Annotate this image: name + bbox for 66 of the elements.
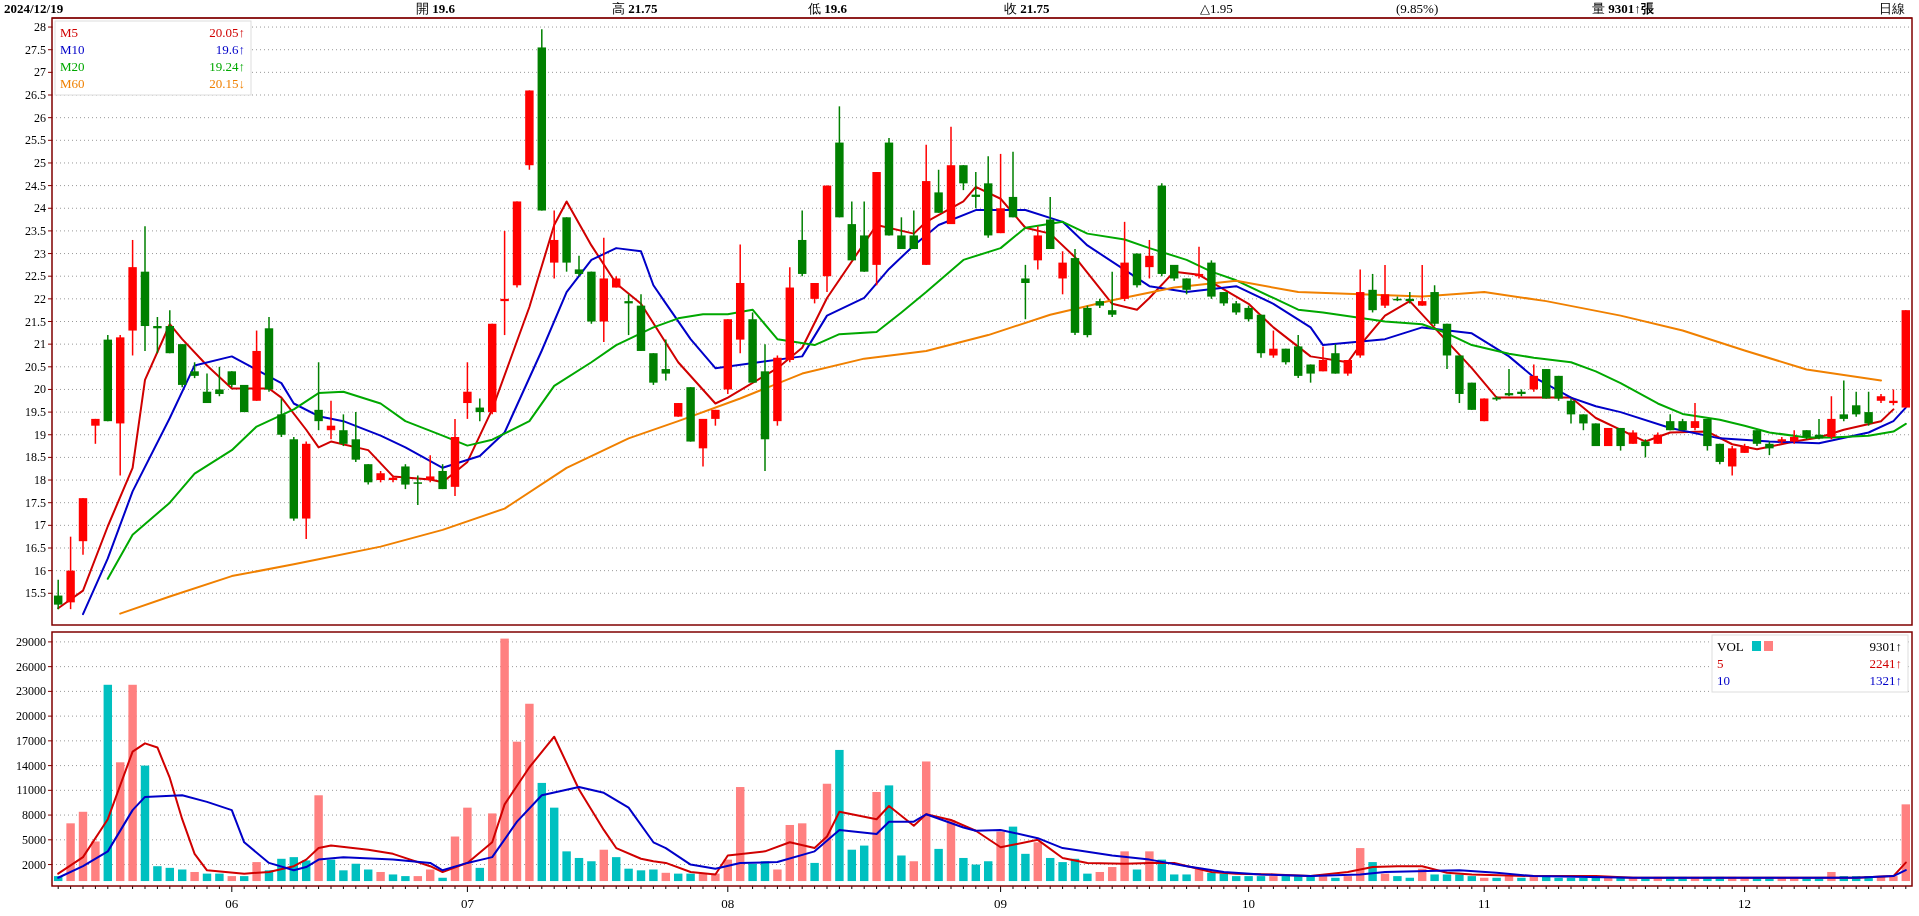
x-tick-label: 08 bbox=[721, 896, 735, 911]
y-tick-label: 21.5 bbox=[25, 314, 46, 329]
annotation: 1321↑ bbox=[1869, 673, 1902, 688]
y-tick-label: 27.5 bbox=[25, 42, 46, 57]
y-tick-label: 8000 bbox=[22, 808, 46, 823]
annotation: 9301↑ bbox=[1869, 639, 1902, 654]
y-tick-label: 11000 bbox=[16, 783, 46, 798]
text: (9.85%) bbox=[1396, 1, 1439, 16]
annotation: 20.05↑ bbox=[209, 25, 245, 40]
y-tick-label: 14000 bbox=[16, 758, 46, 773]
y-tick-label: 25.5 bbox=[25, 133, 46, 148]
y-tick-label: 26 bbox=[34, 110, 46, 125]
y-tick-label: 18 bbox=[34, 473, 46, 488]
text: 2024/12/19 bbox=[4, 1, 64, 16]
y-tick-label: 23000 bbox=[16, 684, 46, 699]
text: M60 bbox=[60, 76, 85, 91]
x-tick-label: 06 bbox=[225, 896, 239, 911]
annotation: 2241↑ bbox=[1869, 656, 1902, 671]
text: 收 21.75 bbox=[1004, 1, 1050, 16]
y-tick-label: 5000 bbox=[22, 832, 46, 847]
y-tick-label: 21 bbox=[34, 337, 46, 352]
x-tick-label: 12 bbox=[1738, 896, 1752, 911]
y-tick-label: 26000 bbox=[16, 659, 46, 674]
text: M10 bbox=[60, 42, 85, 57]
y-tick-label: 28 bbox=[34, 20, 46, 35]
y-tick-label: 19 bbox=[34, 427, 46, 442]
x-tick-label: 11 bbox=[1477, 896, 1491, 911]
text: M5 bbox=[60, 25, 79, 40]
y-tick-label: 18.5 bbox=[25, 450, 46, 465]
y-tick-label: 24 bbox=[34, 201, 46, 216]
text: 高 21.75 bbox=[612, 1, 658, 16]
y-tick-label: 17 bbox=[34, 518, 46, 533]
y-tick-label: 17.5 bbox=[25, 495, 46, 510]
annotation: 19.6↑ bbox=[215, 42, 245, 57]
text: 日線 bbox=[1879, 1, 1905, 16]
x-tick-label: 07 bbox=[460, 896, 475, 911]
y-tick-label: 29000 bbox=[16, 634, 46, 649]
y-tick-label: 2000 bbox=[22, 857, 46, 872]
y-tick-label: 16 bbox=[34, 563, 46, 578]
y-tick-label: 26.5 bbox=[25, 88, 46, 103]
text: 5 bbox=[1717, 656, 1724, 671]
text: 量 9301↑張 bbox=[1592, 1, 1655, 16]
y-tick-label: 22.5 bbox=[25, 269, 46, 284]
y-tick-label: 23.5 bbox=[25, 223, 46, 238]
annotation: 20.15↓ bbox=[209, 76, 245, 91]
y-tick-label: 15.5 bbox=[25, 586, 46, 601]
y-tick-label: 20.5 bbox=[25, 359, 46, 374]
y-tick-label: 27 bbox=[34, 65, 46, 80]
y-tick-label: 16.5 bbox=[25, 540, 46, 555]
y-tick-label: 19.5 bbox=[25, 405, 46, 420]
text: 開 19.6 bbox=[416, 1, 456, 16]
annotation: 19.24↑ bbox=[209, 59, 245, 74]
y-tick-label: 25 bbox=[34, 155, 46, 170]
y-tick-label: 23 bbox=[34, 246, 46, 261]
y-tick-label: 17000 bbox=[16, 733, 46, 748]
y-tick-label: 20 bbox=[34, 382, 46, 397]
text: M20 bbox=[60, 59, 85, 74]
text: 低 19.6 bbox=[808, 1, 848, 16]
y-tick-label: 20000 bbox=[16, 709, 46, 724]
y-tick-label: 24.5 bbox=[25, 178, 46, 193]
x-tick-label: 10 bbox=[1242, 896, 1256, 911]
text: 10 bbox=[1717, 673, 1730, 688]
x-tick-label: 09 bbox=[994, 896, 1008, 911]
legend-label: VOL bbox=[1717, 639, 1744, 654]
text: △1.95 bbox=[1200, 1, 1233, 16]
y-tick-label: 22 bbox=[34, 291, 46, 306]
